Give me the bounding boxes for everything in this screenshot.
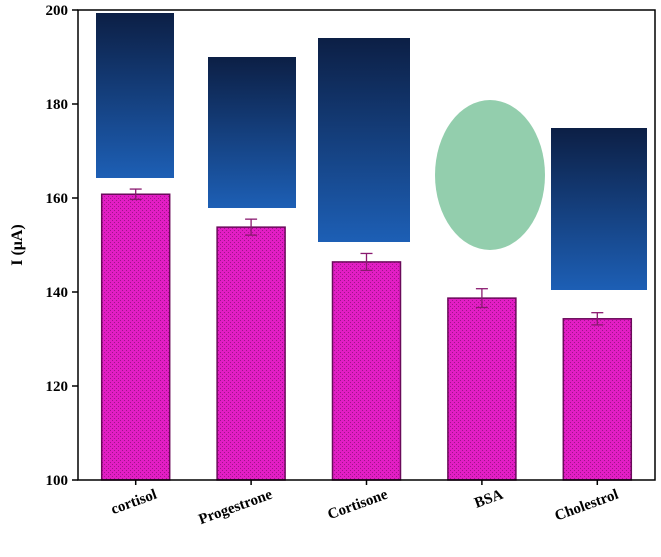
error-bar [129,188,142,201]
y-tick-label: 100 [46,473,69,489]
bar [447,297,517,481]
x-tick-label: Progestrone [197,487,275,528]
error-bar [245,218,258,236]
y-axis-label: I (μA) [9,224,26,266]
bar [216,226,286,481]
x-tick-label: Cortisone [326,487,391,524]
y-tick-label: 160 [46,191,69,207]
x-tick-label: Cholestrol [553,487,621,525]
y-tick-label: 200 [46,3,69,19]
x-tick-label: cortisol [109,487,159,518]
y-tick-label: 140 [46,285,69,301]
bar [100,193,171,481]
x-tick-label: BSA [472,487,505,512]
bar [562,318,633,481]
error-bar [475,288,488,309]
y-tick-label: 180 [46,97,69,113]
bar [331,261,402,481]
error-bar [591,312,604,326]
y-tick-label: 120 [46,379,69,395]
plot-frame [77,9,656,481]
error-bar [360,252,373,272]
molecule-images [96,13,647,290]
